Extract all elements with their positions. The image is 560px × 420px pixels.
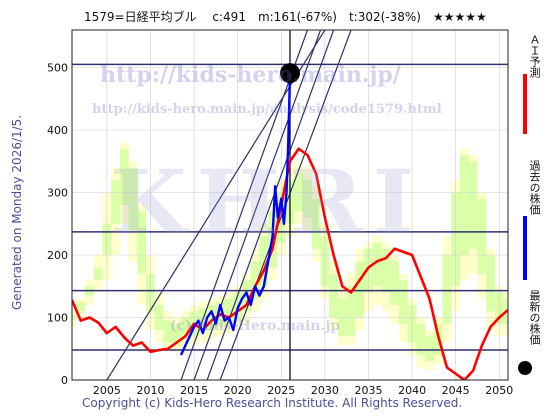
- band-2049-1: [486, 248, 495, 330]
- y-tick-label-300: 300: [47, 187, 68, 200]
- x-tick-label-2045: 2045: [442, 384, 470, 397]
- band-2014-1: [181, 311, 190, 349]
- band-2013-1: [172, 317, 181, 352]
- trend-line-2: [206, 30, 335, 380]
- plot-frame: [71, 29, 509, 381]
- y-tick-label-200: 200: [47, 249, 68, 262]
- trend-line-0: [180, 30, 309, 380]
- band-2002-1: [76, 298, 86, 318]
- legend-latest-swatch: [518, 361, 532, 375]
- band-2003-1: [85, 280, 94, 305]
- y-tick-label-0: 0: [61, 374, 68, 387]
- band-2022-1: [250, 248, 260, 312]
- band-2046-1: [460, 148, 469, 280]
- x-tick-label-2020: 2020: [224, 384, 252, 397]
- band-2019-1: [224, 292, 234, 334]
- legend-ai-label: ＡＩ予測: [528, 34, 541, 78]
- band-2028-1: [303, 167, 312, 230]
- x-tick-label-2035: 2035: [354, 384, 382, 397]
- band-2034-1: [355, 248, 365, 330]
- band-2039-1: [399, 273, 408, 343]
- y-tick-label-400: 400: [47, 124, 68, 137]
- band-2044-1: [442, 236, 452, 343]
- latest-markers: [280, 63, 300, 84]
- band-2036-1: [372, 236, 382, 305]
- legend-panel: [518, 74, 532, 375]
- series-past_price: [179, 73, 292, 356]
- band-2006-1: [111, 167, 120, 255]
- band-2008-1: [128, 161, 138, 262]
- band-2051-1: [503, 292, 508, 337]
- band-2023-1: [259, 223, 269, 299]
- band-2041-1: [416, 317, 426, 368]
- copyright: Copyright (c) Kids-Hero Research Institu…: [82, 396, 463, 410]
- axis-ticks: 2005 2010 2015 2020 2025 2030 2035 2040 2045 2050…: [47, 62, 513, 398]
- x-tick-label-2040: 2040: [398, 384, 426, 397]
- band-2007-1: [119, 142, 129, 224]
- band-2048-1: [477, 192, 487, 299]
- chart-title: 1579=日経平均ブル c:491 m:161(-67%) t:302(-38%…: [84, 10, 487, 24]
- generated-caption: Generated on Monday 2026/1/5.: [10, 114, 24, 310]
- x-tick-label-2005: 2005: [93, 384, 121, 397]
- price-series: [72, 73, 508, 380]
- band-2021-1: [242, 273, 251, 324]
- x-tick-label-2050: 2050: [485, 384, 513, 397]
- legend-latest-label: 最新の株価: [528, 290, 541, 345]
- band-2037-1: [381, 242, 391, 312]
- band-2012-1: [163, 311, 173, 349]
- band-2001-1: [72, 311, 77, 327]
- band-2038-1: [390, 255, 399, 324]
- x-tick-label-2015: 2015: [180, 384, 208, 397]
- x-tick-label-2030: 2030: [311, 384, 339, 397]
- band-2032-1: [337, 286, 347, 346]
- series-ai_forecast: [72, 147, 508, 380]
- y-tick-label-500: 500: [47, 62, 68, 75]
- legend-past-label: 過去の株価: [528, 160, 541, 215]
- band-2029-1: [311, 186, 321, 262]
- y-tick-label-100: 100: [47, 312, 68, 325]
- band-2031-1: [329, 261, 338, 330]
- x-tick-label-2010: 2010: [136, 384, 164, 397]
- latest-price-marker: [280, 63, 300, 84]
- band-2033-1: [346, 273, 356, 346]
- band-2047-1: [468, 155, 478, 274]
- band-2016-1: [198, 301, 208, 343]
- legend-past-swatch: [523, 216, 527, 280]
- legend-ai-swatch: [523, 74, 527, 134]
- band-2004-1: [93, 255, 103, 293]
- x-tick-label-2025: 2025: [267, 384, 295, 397]
